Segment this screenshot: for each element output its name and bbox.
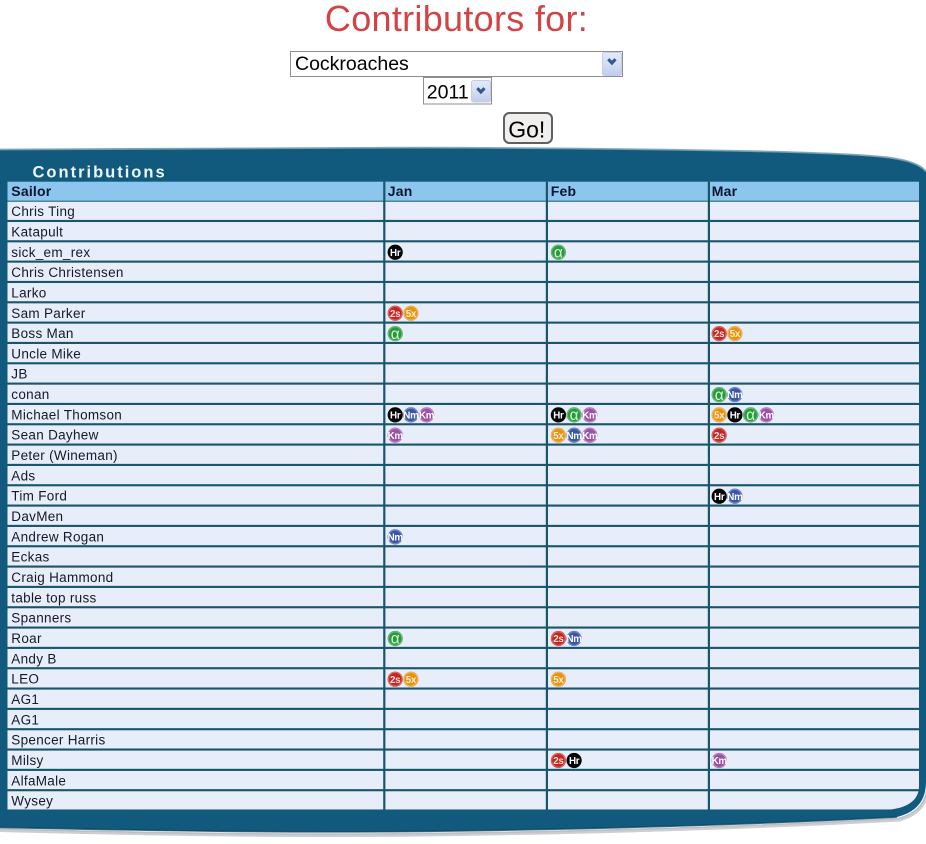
svg-text:2011: 2011 [427,82,469,104]
svg-text:Hr: Hr [390,411,401,422]
svg-text:2s: 2s [714,329,725,340]
svg-text:5x: 5x [553,431,564,442]
svg-text:AlfaMale: AlfaMale [11,773,66,788]
svg-text:Michael Thomson: Michael Thomson [11,407,122,422]
svg-text:Km: Km [419,411,435,422]
svg-text:Eckas: Eckas [11,550,49,565]
svg-text:Nm: Nm [388,532,404,543]
svg-text:sick_em_rex: sick_em_rex [11,245,90,260]
svg-text:table top russ: table top russ [11,590,96,605]
svg-text:α: α [554,244,563,261]
svg-text:5x: 5x [406,675,417,686]
svg-text:Mar: Mar [712,183,738,199]
svg-text:Hr: Hr [714,492,725,503]
svg-text:Wysey: Wysey [11,794,53,809]
svg-text:Km: Km [712,756,728,767]
svg-text:Nm: Nm [727,390,743,401]
svg-text:Uncle Mike: Uncle Mike [11,346,81,361]
svg-text:Cockroaches: Cockroaches [295,53,409,75]
svg-text:Andrew Rogan: Andrew Rogan [11,529,104,544]
svg-text:conan: conan [11,387,49,402]
svg-text:Nm: Nm [403,411,419,422]
svg-text:Andy B: Andy B [11,651,56,666]
svg-text:Jan: Jan [388,183,413,199]
svg-text:α: α [391,326,400,343]
svg-text:Larko: Larko [11,285,46,300]
svg-text:Spencer Harris: Spencer Harris [11,733,105,748]
svg-text:Spanners: Spanners [11,611,71,626]
svg-text:2s: 2s [390,675,401,686]
svg-text:2s: 2s [553,634,564,645]
svg-text:5x: 5x [553,675,564,686]
svg-text:5x: 5x [730,329,741,340]
svg-text:Km: Km [759,411,775,422]
svg-text:Km: Km [582,431,598,442]
svg-text:Ads: Ads [11,468,35,483]
svg-text:Katapult: Katapult [11,224,63,239]
svg-text:Peter (Wineman): Peter (Wineman) [11,448,118,463]
svg-text:Craig Hammond: Craig Hammond [11,570,113,585]
svg-text:2s: 2s [714,431,725,442]
svg-text:Contributors for:: Contributors for: [325,0,588,39]
svg-text:2s: 2s [390,309,401,320]
svg-text:Boss Man: Boss Man [11,326,73,341]
svg-text:Nm: Nm [567,634,583,645]
svg-text:Hr: Hr [390,248,401,259]
svg-text:α: α [746,407,755,424]
svg-text:Hr: Hr [730,411,741,422]
svg-text:Hr: Hr [553,411,564,422]
svg-text:Tim Ford: Tim Ford [11,489,67,504]
svg-text:Contributions: Contributions [33,164,167,182]
svg-text:Km: Km [582,411,598,422]
svg-text:α: α [715,387,724,404]
svg-text:2s: 2s [553,756,564,767]
svg-text:Chris Christensen: Chris Christensen [11,265,123,280]
svg-text:Roar: Roar [11,631,42,646]
svg-text:Nm: Nm [727,492,743,503]
svg-text:Hr: Hr [569,756,580,767]
svg-text:AG1: AG1 [11,692,39,707]
svg-text:Milsy: Milsy [11,753,43,768]
svg-text:Chris Ting: Chris Ting [11,204,75,219]
svg-text:JB: JB [11,367,27,382]
svg-text:DavMen: DavMen [11,509,63,524]
svg-text:Nm: Nm [567,431,583,442]
svg-text:Go!: Go! [508,117,545,143]
svg-text:Sailor: Sailor [11,183,51,199]
svg-text:α: α [391,631,400,648]
svg-text:5x: 5x [714,411,725,422]
svg-text:AG1: AG1 [11,712,39,727]
svg-text:α: α [570,407,579,424]
svg-text:5x: 5x [406,309,417,320]
svg-text:Sean Dayhew: Sean Dayhew [11,428,98,443]
svg-text:Feb: Feb [551,183,577,199]
svg-text:Km: Km [388,431,404,442]
svg-text:LEO: LEO [11,672,39,687]
svg-text:Sam Parker: Sam Parker [11,306,85,321]
